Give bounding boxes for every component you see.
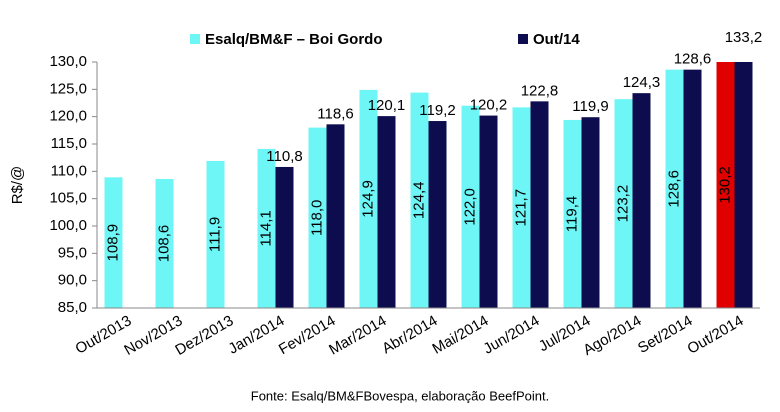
value-label: 120,2 — [470, 97, 508, 114]
y-tick-label: 125,0 — [49, 80, 87, 97]
y-tick-label: 100,0 — [49, 217, 87, 234]
value-label: 121,7 — [512, 189, 529, 227]
value-label: 118,6 — [317, 105, 353, 122]
y-tick-label: 110,0 — [51, 162, 87, 179]
x-tick-label: Mai/2014 — [430, 312, 492, 358]
bar — [530, 101, 549, 308]
bar — [665, 69, 684, 308]
value-label: 108,9 — [104, 224, 121, 262]
bar — [614, 99, 633, 308]
legend-label: Out/14 — [533, 31, 580, 48]
bar — [632, 93, 651, 308]
y-tick-label: 115,0 — [51, 135, 87, 152]
bar — [275, 166, 294, 308]
bar — [461, 105, 480, 308]
value-label: 119,9 — [572, 98, 608, 115]
bar — [206, 160, 225, 308]
value-label: 108,6 — [155, 225, 172, 263]
value-label: 119,2 — [419, 102, 455, 119]
bar — [683, 69, 702, 308]
bar — [359, 89, 378, 308]
legend-swatch — [190, 34, 200, 44]
source: Fonte: Esalq/BM&FBovespa, elaboração Bee… — [251, 388, 549, 403]
y-tick-label: 120,0 — [49, 108, 87, 125]
y-axis-label: R$/@ — [9, 166, 26, 205]
x-tick-label: Set/2014 — [635, 312, 696, 357]
value-label: 133,2 — [725, 29, 763, 46]
y-tick-label: 95,0 — [58, 244, 87, 261]
value-label: 110,8 — [266, 148, 302, 165]
bar — [428, 121, 447, 308]
value-label: 118,0 — [308, 200, 325, 236]
bar — [104, 177, 123, 308]
value-label: 130,2 — [716, 166, 733, 204]
bar — [581, 117, 600, 308]
x-tick-label: Mar/2014 — [326, 312, 389, 358]
bar — [479, 115, 498, 308]
value-label: 120,1 — [368, 97, 406, 114]
x-tick-label: Fev/2014 — [276, 312, 339, 358]
x-tick-label: Jun/2014 — [481, 312, 543, 358]
legend-label: Esalq/BM&F – Boi Gordo — [205, 31, 383, 48]
x-tick-label: Dez/2013 — [172, 312, 236, 359]
value-label: 128,6 — [674, 51, 712, 68]
value-label: 128,6 — [665, 170, 682, 208]
bar — [410, 92, 429, 308]
bar — [734, 62, 753, 308]
bar — [377, 116, 396, 308]
value-label: 114,1 — [257, 210, 274, 246]
bar — [326, 124, 345, 308]
y-tick-label: 90,0 — [58, 272, 87, 289]
bar — [716, 62, 735, 308]
bar — [308, 127, 327, 308]
bar — [257, 148, 276, 308]
bar — [563, 119, 582, 308]
y-tick-label: 105,0 — [49, 190, 87, 207]
y-tick-label: 130,0 — [49, 53, 87, 70]
value-label: 124,4 — [410, 182, 427, 220]
x-tick-label: Out/2014 — [685, 312, 747, 358]
value-label: 119,4 — [563, 196, 580, 232]
bar — [155, 178, 174, 308]
plot-area — [104, 62, 753, 308]
x-tick-label: Jan/2014 — [226, 312, 288, 358]
y-tick-label: 85,0 — [58, 299, 87, 316]
value-label: 124,9 — [359, 180, 376, 218]
value-label: 111,9 — [206, 217, 223, 252]
value-label: 124,3 — [623, 74, 661, 91]
bar — [512, 107, 531, 308]
x-tick-label: Abr/2014 — [379, 312, 440, 357]
value-label: 123,2 — [614, 185, 631, 223]
value-label: 122,8 — [521, 82, 559, 99]
x-tick-label: Ago/2014 — [580, 312, 644, 359]
value-label: 122,0 — [461, 188, 478, 226]
legend-swatch — [518, 34, 528, 44]
